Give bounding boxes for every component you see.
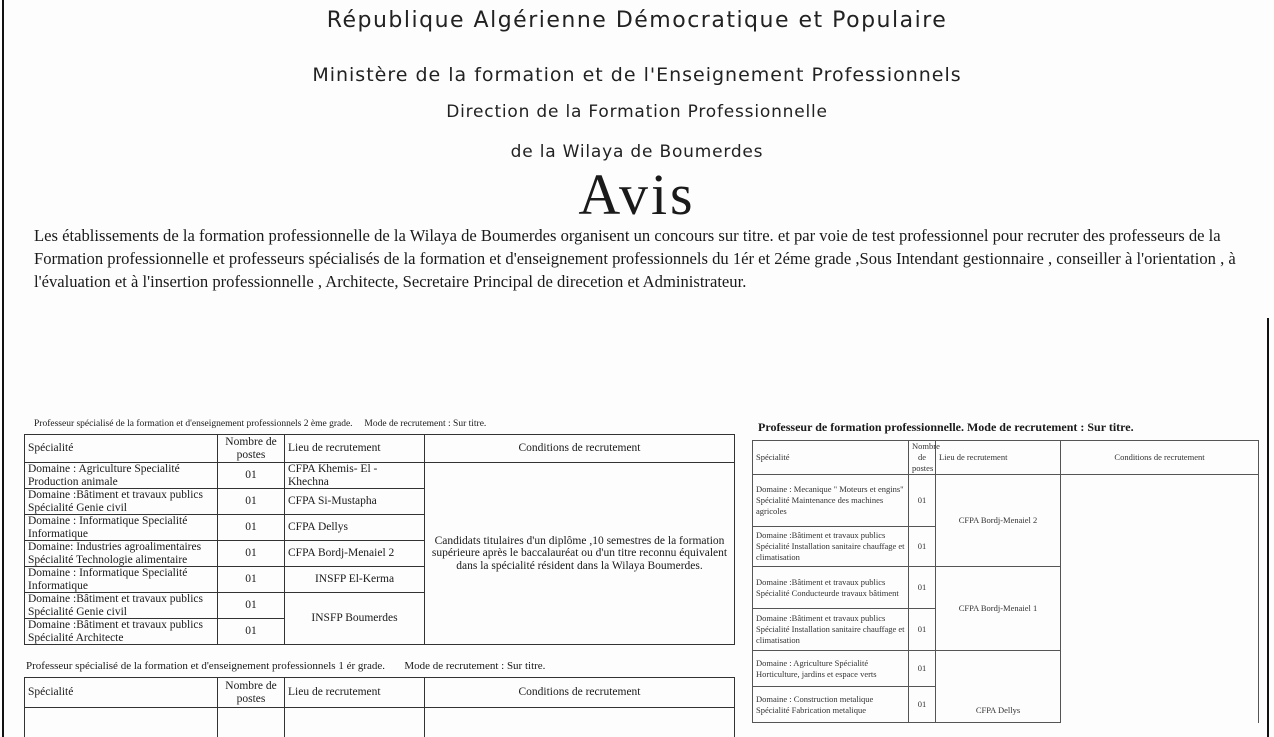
caption-mode: Mode de recrutement : Sur titre. xyxy=(364,419,487,429)
col-nombre: Nombre de postes xyxy=(217,434,285,463)
cell-conditions xyxy=(1060,474,1259,723)
cell-nombre: 01 xyxy=(217,488,285,515)
caption-text: Professeur spécialisé de la formation et… xyxy=(34,419,353,429)
cell-specialite: Domaine : Agriculture Specialité Product… xyxy=(24,462,218,489)
cell-lieu: INSFP El-Kerma xyxy=(284,566,425,593)
cell-conditions: Candidats titulaires d'un diplôme ,10 se… xyxy=(424,462,735,645)
header-republic: République Algérienne Démocratique et Po… xyxy=(326,8,948,33)
cell-lieu: INSFP Boumerdes xyxy=(284,592,425,645)
page-border-right xyxy=(1267,318,1269,737)
table-row xyxy=(24,707,735,737)
cell-specialite: Domaine : Construction metalique Spécial… xyxy=(752,686,909,723)
cell-specialite: Domaine : Informatique Specialité Inform… xyxy=(24,514,218,541)
page-title: Avis xyxy=(578,162,696,227)
table-row: Domaine : Agriculture Spécialité Horticu… xyxy=(752,650,1259,723)
col-lieu: Lieu de recrutement xyxy=(284,677,425,708)
table-row: Domaine : Mecanique " Moteurs et engins"… xyxy=(752,474,1259,723)
cell-nombre: 01 xyxy=(908,686,936,723)
header-ministry: Ministère de la formation et de l'Enseig… xyxy=(312,64,962,86)
cell-lieu: CFPA Bordj-Menaiel 2 xyxy=(935,474,1061,567)
cell-specialite: Domaine : Mecanique " Moteurs et engins"… xyxy=(752,474,909,527)
cell-lieu: CFPA Si-Mustapha xyxy=(284,488,425,515)
table-caption-pfp: Professeur de formation professionnelle.… xyxy=(758,420,1134,434)
col-lieu: Lieu de recrutement xyxy=(935,440,1061,475)
cell-specialite: Domaine :Bâtiment et travaux publics Spé… xyxy=(752,526,909,567)
col-specialite: Spécialité xyxy=(24,434,218,463)
cell-nombre: 01 xyxy=(217,540,285,567)
cell-specialite: Domaine : Informatique Specialité Inform… xyxy=(24,566,218,593)
col-conditions: Conditions de recrutement xyxy=(1060,440,1259,475)
cell-lieu: CFPA Khemis- El - Khechna xyxy=(284,462,425,489)
cell-specialite: Domaine : Agriculture Spécialité Horticu… xyxy=(752,650,909,687)
page-border-left xyxy=(2,0,4,737)
cell-nombre: 01 xyxy=(217,462,285,489)
cell-nombre: 01 xyxy=(908,526,936,567)
table-header-row: Spécialité Nombre de postes Lieu de recr… xyxy=(752,440,1259,475)
table-header-row: Spécialité Nombre de postes Lieu de recr… xyxy=(24,677,735,708)
cell-nombre: 01 xyxy=(217,618,285,645)
cell-specialite: Domaine :Bâtiment et travaux publics Spé… xyxy=(24,618,218,645)
table-row: Domaine : Informatique Specialité Inform… xyxy=(24,566,735,593)
cell-specialite: Domaine: Industries agroalimentaires Spé… xyxy=(24,540,218,567)
cell-nombre: 01 xyxy=(217,592,285,619)
table-caption-2eme: Professeur spécialisé de la formation et… xyxy=(34,418,486,431)
table-row: Domaine : Construction metalique Spécial… xyxy=(752,686,1259,723)
header-wilaya: de la Wilaya de Boumerdes xyxy=(510,142,764,162)
cell-specialite: Domaine :Bâtiment et travaux publics Spé… xyxy=(24,592,218,619)
header-direction: Direction de la Formation Professionnell… xyxy=(446,102,828,122)
cell-lieu: CFPA Bordj-Menaiel 1 xyxy=(935,566,1061,651)
cell-lieu: CFPA Dellys xyxy=(935,650,1061,723)
intro-paragraph: Les établissements de la formation profe… xyxy=(34,226,1236,291)
col-specialite: Spécialité xyxy=(24,677,218,708)
cell-specialite: Domaine :Bâtiment et travaux publics Spé… xyxy=(752,608,909,651)
col-conditions: Conditions de recrutement xyxy=(424,677,735,708)
cell-specialite: Domaine :Bâtiment et travaux publics Spé… xyxy=(24,488,218,515)
cell-nombre: 01 xyxy=(217,514,285,541)
cell-lieu: CFPA Dellys xyxy=(284,514,425,541)
col-nombre: Nombre de postes xyxy=(217,677,285,708)
col-conditions: Conditions de recrutement xyxy=(424,434,735,463)
cell-nombre: 01 xyxy=(217,566,285,593)
table-row: Domaine :Bâtiment et travaux publics Spé… xyxy=(752,608,1259,651)
cell-nombre: 01 xyxy=(908,474,936,527)
table-professeur-formation: Spécialité Nombre de postes Lieu de recr… xyxy=(752,440,1259,723)
caption-text: Professeur spécialisé de la formation et… xyxy=(26,660,386,672)
table-row: Domaine : Informatique Specialité Inform… xyxy=(24,514,735,541)
table-row: Domaine :Bâtiment et travaux publics Spé… xyxy=(752,526,1259,567)
caption-mode: Mode de recrutement : Sur titre. xyxy=(404,660,546,672)
col-nombre: Nombre de postes xyxy=(908,440,940,475)
col-lieu: Lieu de recrutement xyxy=(284,434,425,463)
cell-nombre: 01 xyxy=(908,566,936,609)
table-caption-1er: Professeur spécialisé de la formation et… xyxy=(26,660,545,673)
cell-specialite: Domaine :Bâtiment et travaux publics Spé… xyxy=(752,566,909,609)
table-row: Domaine :Bâtiment et travaux publics Spé… xyxy=(752,566,1259,651)
table-2eme-grade: Spécialité Nombre de postes Lieu de recr… xyxy=(24,434,735,645)
table-1er-grade: Spécialité Nombre de postes Lieu de recr… xyxy=(24,677,735,737)
col-specialite: Spécialité xyxy=(752,440,909,475)
table-header-row: Spécialité Nombre de postes Lieu de recr… xyxy=(24,434,735,463)
table-row: Domaine : Agriculture Specialité Product… xyxy=(24,462,735,645)
cell-lieu: CFPA Bordj-Menaiel 2 xyxy=(284,540,425,567)
table-row: Domaine :Bâtiment et travaux publics Spé… xyxy=(24,618,735,645)
cell-nombre: 01 xyxy=(908,650,936,687)
cell-nombre: 01 xyxy=(908,608,936,651)
